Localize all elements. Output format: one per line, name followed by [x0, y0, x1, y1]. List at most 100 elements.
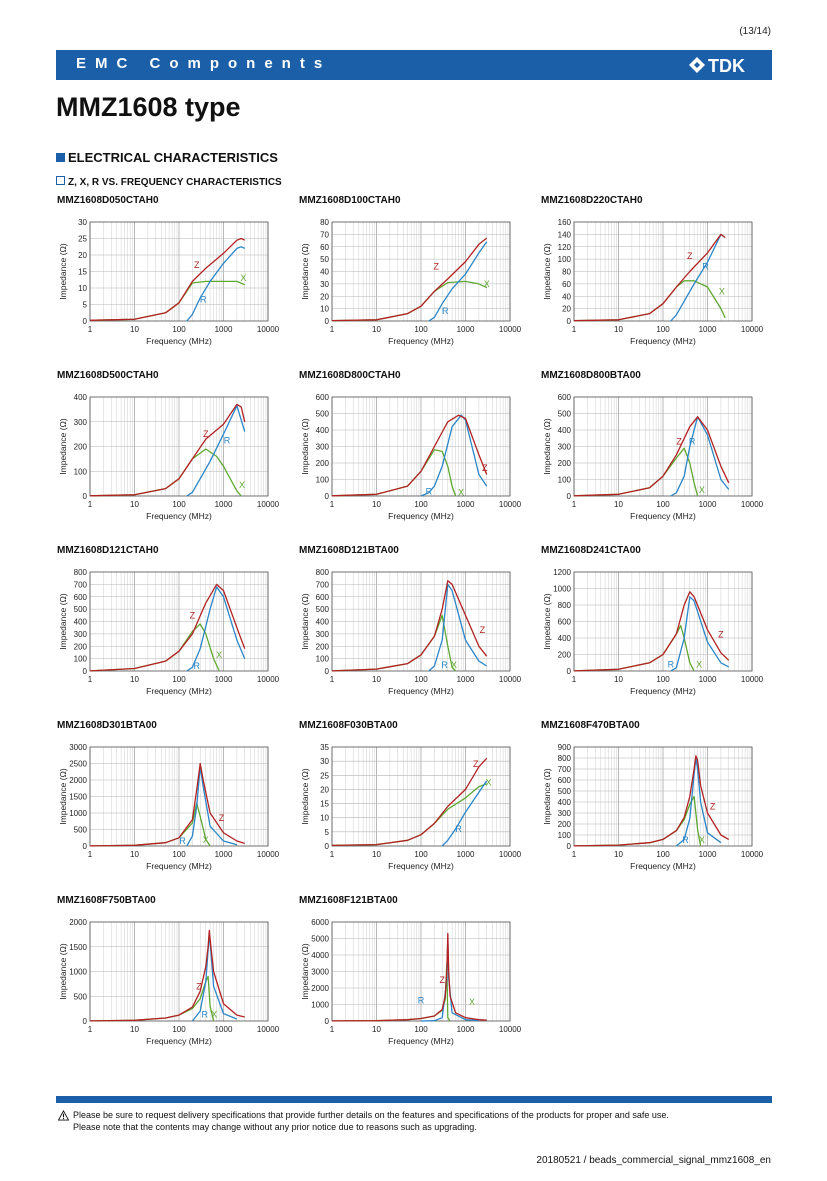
x-tick-label: 1000: [215, 325, 233, 334]
series-label-r: R: [702, 262, 709, 272]
y-axis-label: Impedance (Ω): [300, 418, 310, 475]
x-tick-label: 1000: [699, 850, 717, 859]
y-tick-label: 700: [74, 580, 88, 589]
y-tick-label: 1000: [553, 585, 571, 594]
x-tick-label: 1000: [699, 500, 717, 509]
x-tick-label: 10000: [499, 1025, 522, 1034]
series-label-z: Z: [190, 610, 196, 620]
x-tick-label: 1000: [215, 1025, 233, 1034]
subsection-heading-text: Z, X, R VS. FREQUENCY CHARACTERISTICS: [68, 177, 282, 188]
chart-mmz1608f030bta00: 0 5 10 15 20 25 30 35 1 10 100 1000 10000 Frequency (…: [300, 743, 522, 871]
y-tick-label: 800: [74, 568, 88, 577]
series-label-x: X: [696, 659, 702, 669]
plot-frame: [89, 396, 269, 497]
x-tick-label: 10: [130, 500, 139, 509]
series-line-z: [573, 755, 730, 847]
x-tick-label: 100: [172, 325, 186, 334]
grid: [331, 571, 511, 672]
chart-mmz1608d241cta00: 0 200 400 600 800 1000 1200 1 10 100 1000 10000 Freq…: [542, 568, 764, 696]
series-line-z: [331, 932, 487, 1022]
x-tick-label: 10: [372, 675, 381, 684]
y-tick-label: 15: [78, 268, 87, 277]
x-axis-label: Frequency (MHz): [146, 1036, 212, 1046]
y-tick-label: 500: [74, 826, 88, 835]
series-label-x: X: [239, 480, 245, 490]
x-tick-label: 100: [656, 500, 670, 509]
footer-notice-changes: Please note that the contents may change…: [73, 1122, 477, 1132]
series-label-r: R: [418, 995, 425, 1005]
header-banner: [56, 50, 772, 80]
series-line-r: [186, 586, 246, 672]
x-tick-label: 1: [330, 675, 335, 684]
y-tick-label: 200: [316, 459, 330, 468]
series-label-z: Z: [194, 260, 200, 270]
series-label-z: Z: [687, 251, 693, 261]
y-tick-label: 0: [83, 667, 88, 676]
y-tick-label: 1500: [69, 943, 87, 952]
series-label-x: X: [486, 777, 492, 787]
y-tick-label: 0: [567, 667, 572, 676]
series-line-z: [331, 580, 488, 672]
chart-mmz1608d050ctah0-title: MMZ1608D050CTAH0: [57, 195, 159, 206]
y-tick-label: 60: [320, 243, 329, 252]
chart-mmz1608d800bta00-title: MMZ1608D800BTA00: [541, 370, 641, 381]
y-tick-label: 300: [74, 630, 88, 639]
y-tick-label: 25: [320, 771, 329, 780]
x-tick-label: 1000: [457, 325, 475, 334]
y-tick-label: 1200: [553, 568, 571, 577]
y-tick-label: 200: [74, 642, 88, 651]
x-tick-label: 10: [614, 675, 623, 684]
x-tick-label: 10000: [499, 325, 522, 334]
y-tick-label: 200: [558, 651, 572, 660]
footer-notice-specifications: Please be sure to request delivery speci…: [73, 1110, 669, 1120]
series-line-z: [573, 233, 726, 322]
y-tick-label: 0: [83, 492, 88, 501]
series-label-z: Z: [196, 981, 202, 991]
y-tick-label: 10: [78, 284, 87, 293]
series-label-x: X: [240, 273, 246, 283]
plot-frame: [331, 571, 511, 672]
x-tick-label: 1000: [215, 500, 233, 509]
x-tick-label: 100: [656, 325, 670, 334]
y-tick-label: 40: [320, 268, 329, 277]
x-tick-label: 100: [172, 850, 186, 859]
series-label-r: R: [426, 486, 433, 496]
series-line-r: [441, 780, 488, 847]
y-tick-label: 20: [320, 785, 329, 794]
x-tick-label: 100: [414, 850, 428, 859]
chart-mmz1608f470bta00-title: MMZ1608F470BTA00: [541, 720, 640, 731]
x-axis-label: Frequency (MHz): [146, 686, 212, 696]
x-tick-label: 1000: [699, 325, 717, 334]
series-line-x: [89, 975, 215, 1022]
y-tick-label: 600: [558, 776, 572, 785]
brand-text: TDK: [708, 56, 745, 76]
y-tick-label: 600: [558, 393, 572, 402]
y-tick-label: 2000: [69, 776, 87, 785]
plot-frame: [89, 571, 269, 672]
y-axis-label: Impedance (Ω): [542, 593, 552, 650]
y-tick-label: 200: [74, 443, 88, 452]
x-tick-label: 1: [330, 850, 335, 859]
grid: [331, 921, 511, 1022]
section-heading-text: ELECTRICAL CHARACTERISTICS: [68, 150, 278, 165]
series-label-z: Z: [676, 437, 682, 447]
chart-mmz1608d500ctah0: 0 100 200 300 400 1 10 100 1000 10000 Frequency (M…: [58, 393, 280, 521]
series-line-r: [420, 937, 479, 1022]
y-tick-label: 100: [316, 655, 330, 664]
y-axis-label: Impedance (Ω): [300, 943, 310, 1000]
y-tick-label: 80: [562, 268, 571, 277]
y-tick-label: 100: [74, 467, 88, 476]
series-label-r: R: [682, 835, 689, 845]
y-tick-label: 30: [78, 218, 87, 227]
x-tick-label: 1: [572, 850, 577, 859]
x-tick-label: 100: [172, 675, 186, 684]
y-tick-label: 800: [558, 601, 572, 610]
series-line-z: [89, 403, 246, 497]
y-tick-label: 50: [320, 255, 329, 264]
series-label-x: X: [469, 997, 475, 1007]
series-label-r: R: [202, 1010, 209, 1020]
x-tick-label: 100: [414, 325, 428, 334]
y-tick-label: 0: [567, 842, 572, 851]
series-line-z: [573, 591, 730, 672]
y-tick-label: 30: [320, 757, 329, 766]
